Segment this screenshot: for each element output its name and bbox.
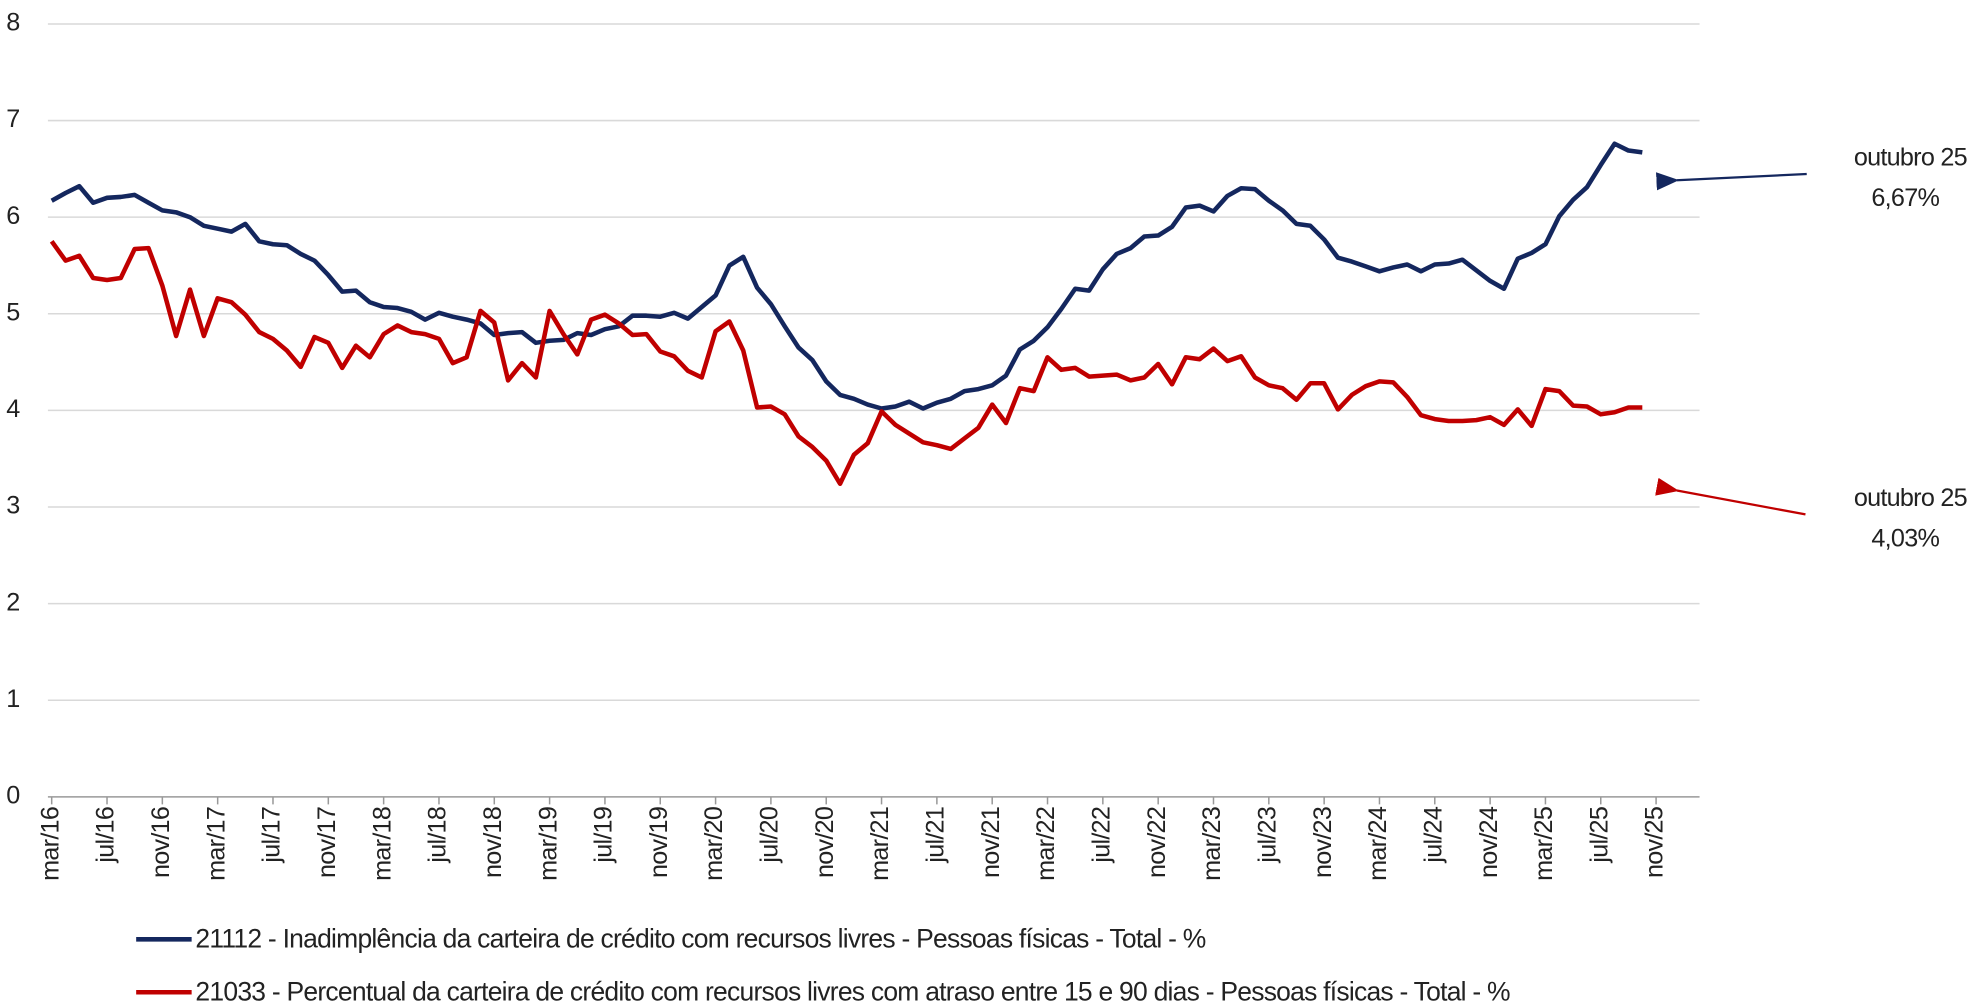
annotation-arrow <box>1656 172 1807 191</box>
y-tick-label: 6 <box>6 202 19 230</box>
x-tick-label: mar/20 <box>700 806 728 881</box>
x-tick-label: jul/19 <box>590 807 618 864</box>
y-tick-label: 8 <box>6 9 19 37</box>
x-tick-label: jul/17 <box>258 807 286 864</box>
x-tick-label: mar/24 <box>1364 806 1392 881</box>
x-tick-label: jul/25 <box>1585 807 1613 864</box>
series-line <box>50 141 1643 411</box>
x-tick-label: jul/22 <box>1088 807 1116 864</box>
x-tick-label: nov/18 <box>479 807 507 878</box>
x-tick-label: mar/25 <box>1530 807 1558 881</box>
x-tick-label: mar/21 <box>866 807 894 881</box>
x-tick-label: nov/19 <box>645 807 673 878</box>
annotation-label: outubro 25 <box>1854 144 1967 172</box>
x-tick-label: mar/19 <box>534 807 562 881</box>
x-tick-label: mar/18 <box>368 807 396 881</box>
annotation-value: 6,67% <box>1871 184 1939 212</box>
y-tick-label: 1 <box>6 685 19 713</box>
x-tick-label: nov/22 <box>1143 807 1171 878</box>
x-tick-label: jul/20 <box>756 806 784 863</box>
annotation-label: outubro 25 <box>1854 484 1967 512</box>
y-tick-label: 5 <box>6 298 19 326</box>
x-tick-label: nov/16 <box>147 807 175 878</box>
annotation-arrow <box>1655 477 1806 516</box>
x-tick-label: nov/25 <box>1641 807 1669 878</box>
series-line <box>49 239 1643 487</box>
x-tick-label: mar/16 <box>36 807 64 881</box>
y-tick-label: 7 <box>6 105 19 133</box>
x-tick-label: mar/17 <box>202 807 230 881</box>
x-tick-label: jul/16 <box>92 807 120 864</box>
x-tick-label: nov/21 <box>977 807 1005 878</box>
x-tick-label: nov/24 <box>1475 806 1503 878</box>
y-tick-label: 4 <box>6 395 20 423</box>
x-tick-label: mar/23 <box>1198 807 1226 881</box>
x-tick-label: jul/23 <box>1253 807 1281 864</box>
x-tick-label: nov/23 <box>1309 807 1337 878</box>
x-tick-label: jul/21 <box>922 807 950 864</box>
y-tick-label: 0 <box>6 781 20 809</box>
x-tick-label: nov/17 <box>313 807 341 878</box>
x-tick-label: mar/22 <box>1032 807 1060 881</box>
x-tick-label: jul/24 <box>1419 806 1447 863</box>
y-tick-label: 2 <box>6 588 19 616</box>
plot: 0 1 2 3 4 5 6 7 8 mar/16 jul/16 nov/16 mar/17 jul/17 n… <box>6 9 1967 1007</box>
y-tick-label: 3 <box>6 492 19 520</box>
x-tick-label: nov/20 <box>811 806 839 878</box>
legend-label: 21112 - Inadimplência da carteira de cré… <box>195 924 1205 954</box>
annotation-value: 4,03% <box>1871 524 1939 552</box>
legend-label: 21033 - Percentual da carteira de crédit… <box>195 977 1510 1007</box>
x-tick-label: jul/18 <box>424 807 452 864</box>
